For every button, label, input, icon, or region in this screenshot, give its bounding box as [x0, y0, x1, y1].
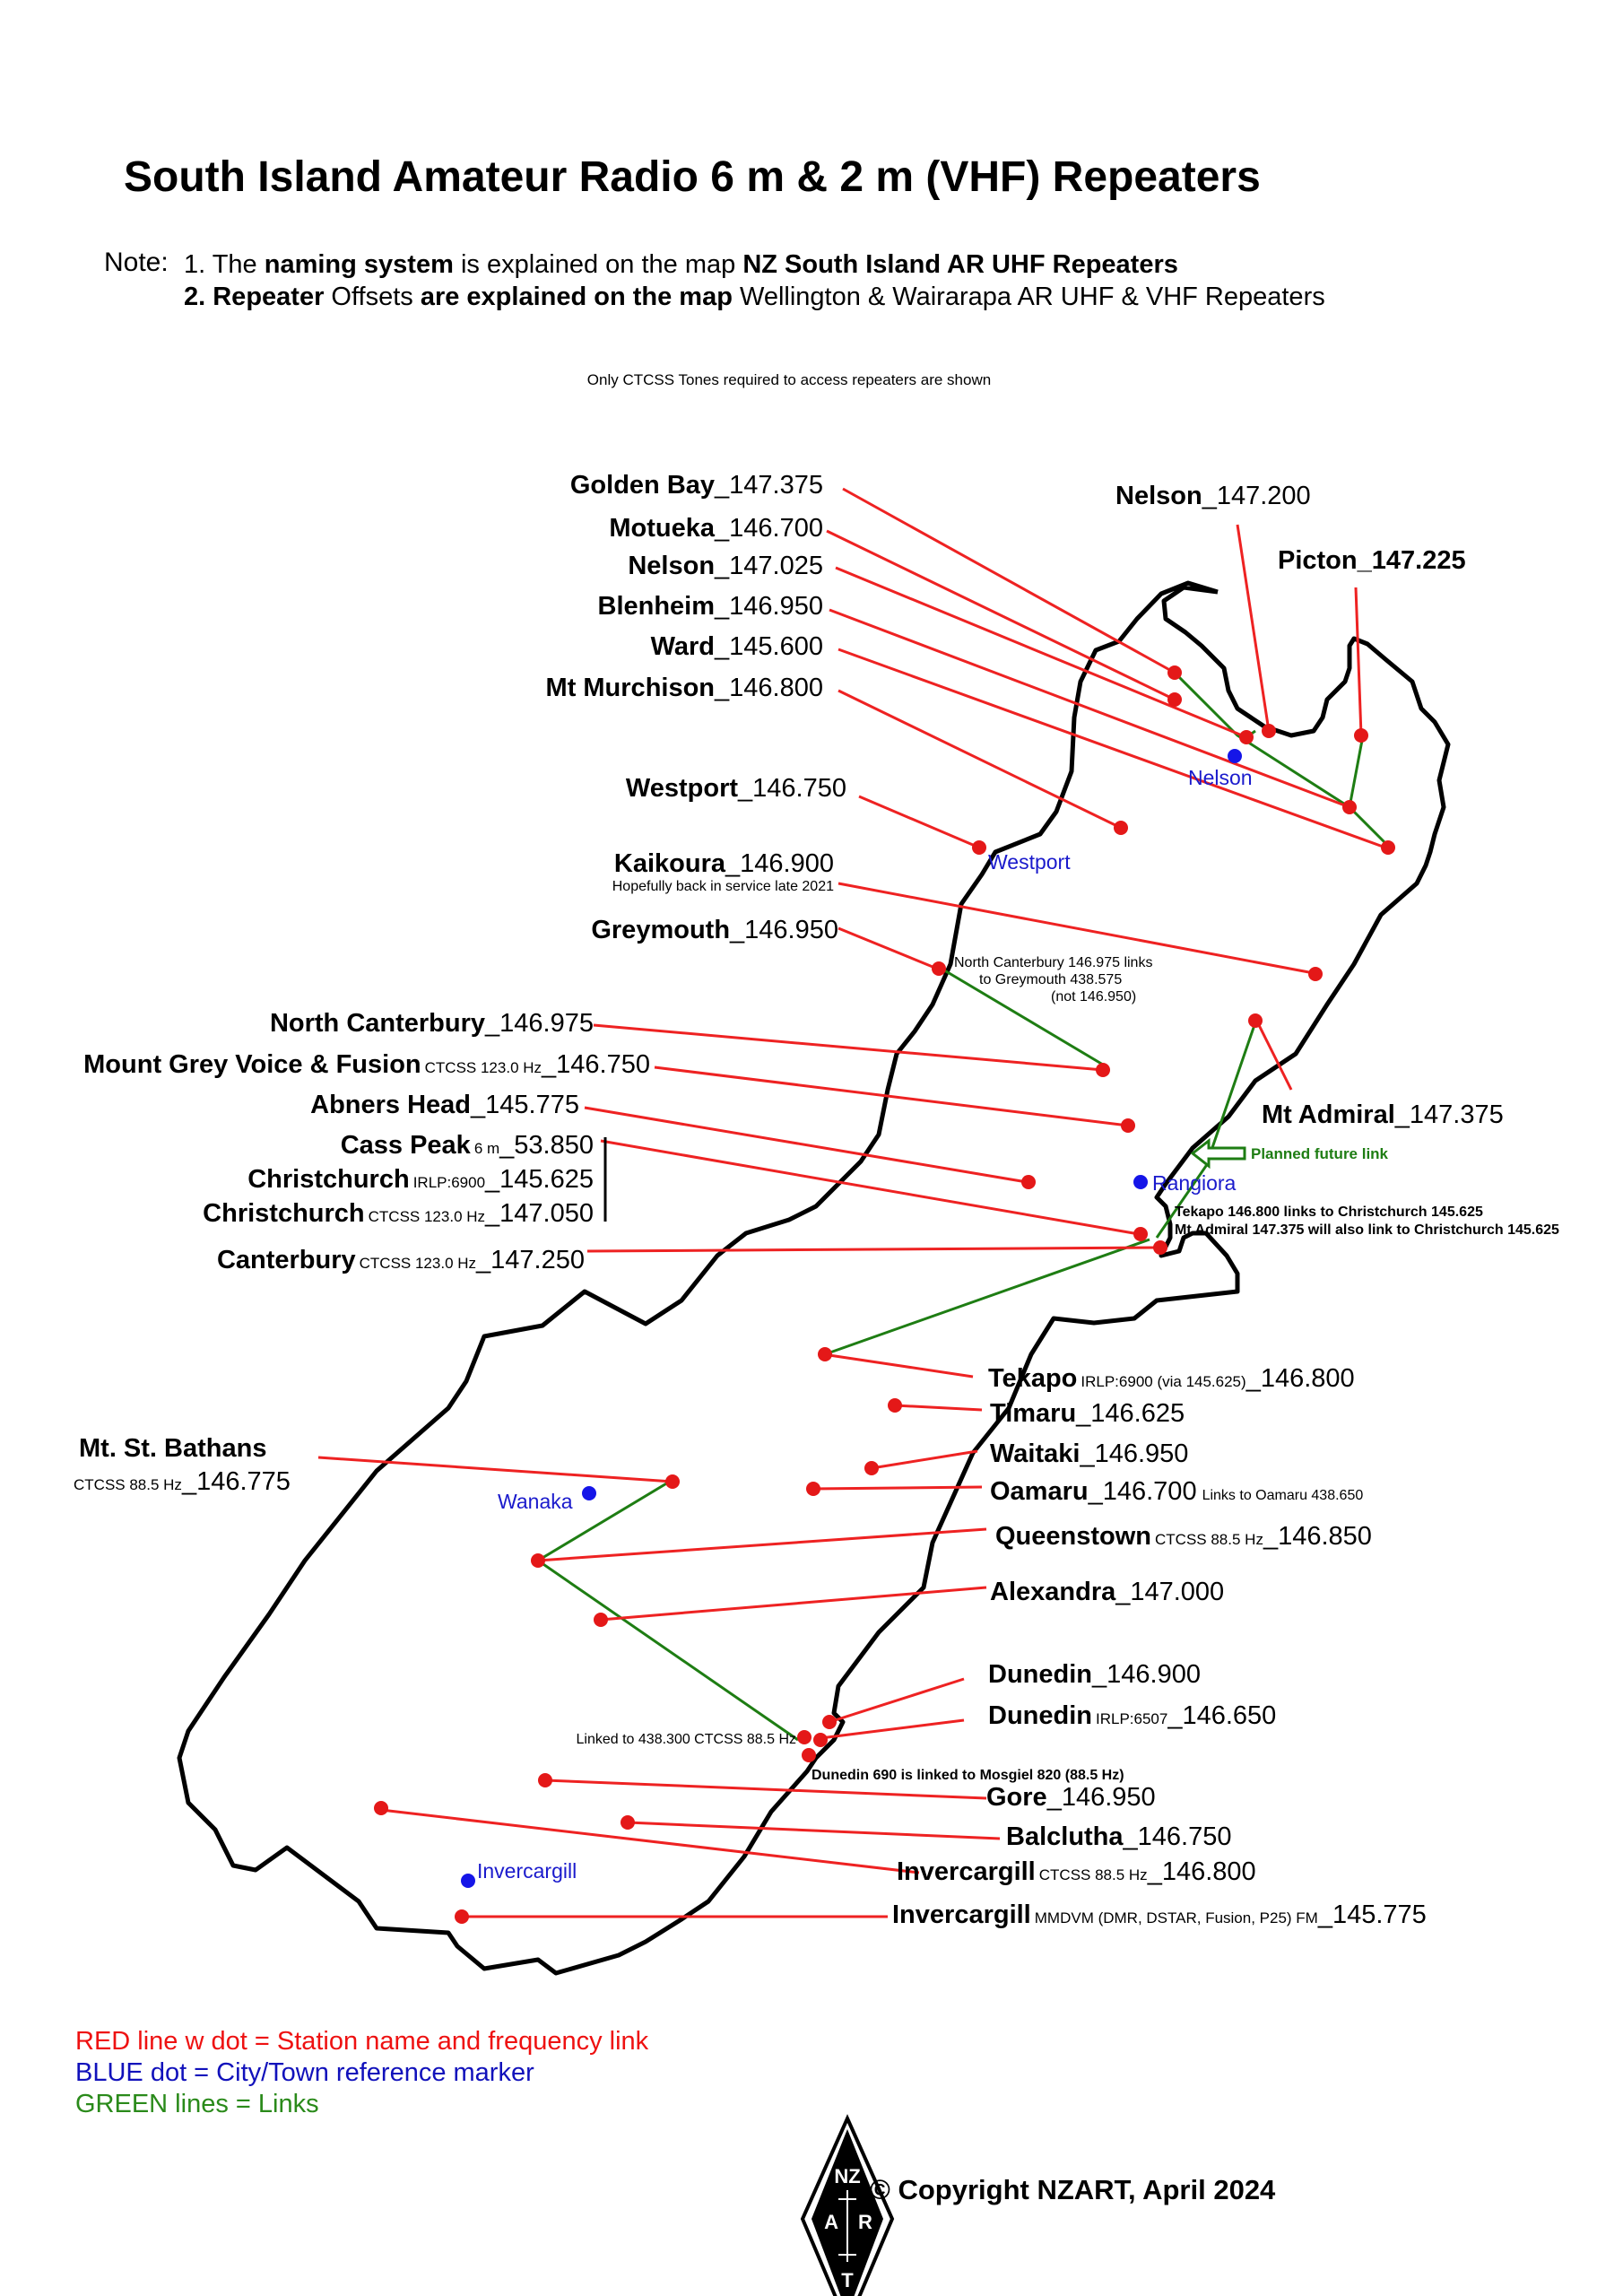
town-label-wanaka: Wanaka [498, 1490, 573, 1513]
annotation-dunedin-mosgiel: Dunedin 690 is linked to Mosgiel 820 (88… [812, 1768, 1124, 1783]
logo-text-bottom: T [841, 2269, 854, 2292]
annotation-tekapo-link: Tekapo 146.800 links to Christchurch 145… [1175, 1205, 1483, 1220]
town-label-nelson: Nelson [1188, 766, 1253, 789]
annotation-nc-3: (not 146.950) [1051, 989, 1136, 1004]
station-kaikoura: Kaikoura_146.900 [614, 849, 834, 878]
station-dunedin-146650: Dunedin IRLP:6507_146.650 [988, 1701, 1276, 1730]
annotation-nc-2: to Greymouth 438.575 [979, 972, 1122, 987]
annotation-nc-1: North Canterbury 146.975 links [954, 955, 1152, 970]
station-waitaki: Waitaki_146.950 [990, 1439, 1188, 1468]
station-tekapo: Tekapo IRLP:6900 (via 145.625)_146.800 [988, 1364, 1355, 1393]
station-motueka: Motueka_146.700 [609, 514, 823, 543]
station-canterbury: Canterbury CTCSS 123.0 Hz_147.250 [217, 1246, 585, 1274]
logo-text-left: A [824, 2211, 838, 2233]
station-labels: Golden Bay_147.375 Motueka_146.700 Nelso… [74, 471, 1504, 1929]
station-picton: Picton_147.225 [1278, 546, 1466, 575]
town-label-invercargill: Invercargill [477, 1859, 577, 1883]
station-christchurch-147050: Christchurch CTCSS 123.0 Hz_147.050 [203, 1199, 594, 1228]
station-balclutha: Balclutha_146.750 [1006, 1822, 1232, 1851]
station-oamaru: Oamaru_146.700 Links to Oamaru 438.650 [990, 1477, 1363, 1506]
station-golden-bay: Golden Bay_147.375 [570, 471, 823, 500]
planned-link-arrow: Planned future link [1190, 1137, 1389, 1170]
kaikoura-note: Hopefully back in service late 2021 [612, 879, 834, 894]
nzart-logo: NZ A R T [800, 2114, 895, 2296]
station-mt-st-bathans-freq: CTCSS 88.5 Hz_146.775 [74, 1467, 291, 1496]
station-alexandra: Alexandra_147.000 [990, 1578, 1224, 1606]
station-mount-grey: Mount Grey Voice & Fusion CTCSS 123.0 Hz_… [83, 1050, 650, 1079]
station-dots [374, 665, 1395, 1924]
station-blenheim: Blenheim_146.950 [598, 592, 824, 621]
copyright: © Copyright NZART, April 2024 [870, 2174, 1276, 2205]
station-mt-murchison: Mt Murchison_146.800 [546, 674, 823, 702]
town-markers: Nelson Westport Rangiora Wanaka Invercar… [461, 749, 1253, 1888]
coastline [177, 580, 1451, 1976]
station-mt-st-bathans-name: Mt. St. Bathans [79, 1434, 266, 1463]
ctcss-subnote: Only CTCSS Tones required to access repe… [586, 371, 992, 388]
town-label-westport: Westport [988, 850, 1071, 874]
note-1: 1. The naming system is explained on the… [184, 250, 1178, 279]
station-ward: Ward_145.600 [651, 632, 823, 661]
station-mt-admiral: Mt Admiral_147.375 [1262, 1100, 1504, 1129]
station-nelson-147025: Nelson_147.025 [628, 552, 823, 580]
planned-link-label: Planned future link [1251, 1145, 1389, 1162]
logo-text-top: NZ [834, 2165, 860, 2187]
station-lines [317, 487, 1386, 1918]
annotation-linked-438: Linked to 438.300 CTCSS 88.5 Hz [577, 1732, 796, 1747]
station-westport: Westport_146.750 [626, 774, 846, 803]
station-abners-head: Abners Head_145.775 [310, 1091, 579, 1119]
page-title: South Island Amateur Radio 6 m & 2 m (VH… [124, 153, 1261, 201]
link-lines [535, 671, 1392, 1742]
station-christchurch-145625: Christchurch IRLP:6900_145.625 [247, 1165, 594, 1194]
logo-text-right: R [858, 2211, 872, 2233]
station-gore: Gore_146.950 [986, 1783, 1156, 1812]
station-north-canterbury: North Canterbury_146.975 [270, 1009, 594, 1038]
station-invercargill-145775: Invercargill MMDVM (DMR, DSTAR, Fusion, P… [892, 1900, 1427, 1929]
note-2: 2. Repeater Offsets are explained on the… [184, 283, 1325, 311]
station-invercargill-146800: Invercargill CTCSS 88.5 Hz_146.800 [897, 1857, 1256, 1886]
legend-red: RED line w dot = Station name and freque… [75, 2027, 649, 2056]
station-queenstown: Queenstown CTCSS 88.5 Hz_146.850 [995, 1522, 1372, 1551]
station-dunedin-146900: Dunedin_146.900 [988, 1660, 1201, 1689]
town-label-rangiora: Rangiora [1152, 1171, 1237, 1195]
station-timaru: Timaru_146.625 [990, 1399, 1185, 1428]
link-annotations: North Canterbury 146.975 links to Greymo… [577, 955, 1559, 1783]
annotation-admiral-link: Mt Admiral 147.375 will also link to Chr… [1175, 1222, 1559, 1238]
station-cass-peak: Cass Peak 6 m_53.850 [341, 1131, 594, 1160]
station-greymouth: Greymouth_146.950 [591, 916, 838, 944]
note-label: Note: [104, 248, 169, 277]
station-nelson-147200: Nelson_147.200 [1115, 482, 1311, 510]
legend-green: GREEN lines = Links [75, 2090, 319, 2118]
legend-blue: BLUE dot = City/Town reference marker [75, 2058, 534, 2087]
